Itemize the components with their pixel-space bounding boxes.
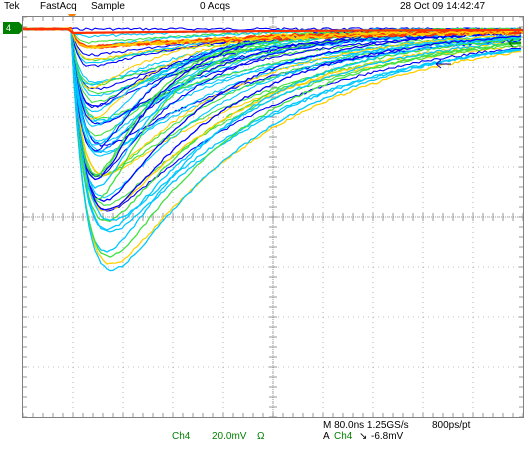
left-arrow-icon (435, 59, 451, 69)
waveform-display (22, 16, 524, 418)
trace (23, 27, 523, 49)
datetime-label: 28 Oct 09 14:42:47 (400, 1, 486, 12)
waveform-traces (23, 26, 523, 272)
trace (23, 27, 522, 265)
trace (23, 27, 522, 199)
trace (23, 27, 522, 211)
trace (23, 27, 522, 203)
trace (23, 27, 523, 35)
brand-label: Tek (4, 1, 20, 12)
acq-mode-label: Sample (91, 1, 125, 12)
channel-marker: 4 (3, 22, 25, 34)
trigger-prefix: A (323, 431, 330, 442)
trace (23, 27, 522, 253)
left-arrow-icon (508, 38, 521, 48)
trace (23, 27, 523, 49)
resolution-label: 800ps/pt (432, 420, 471, 431)
timebase-label: M 80.0ns 1.25GS/s (323, 420, 409, 431)
trace (23, 27, 522, 122)
trace (23, 27, 522, 176)
trace (23, 27, 522, 176)
trace (23, 27, 522, 223)
trigger-slope-icon: ↘ (359, 431, 368, 442)
trace (23, 27, 522, 231)
waveform-canvas (23, 17, 523, 417)
trigger-channel: Ch4 (334, 431, 353, 442)
channel-scale: 20.0mV (212, 431, 247, 442)
trace (23, 27, 522, 95)
channel-label: Ch4 (172, 431, 191, 442)
impedance-label: Ω (257, 431, 265, 442)
trace (23, 27, 522, 258)
graticule (23, 17, 523, 417)
trigger-level: -6.8mV (371, 431, 404, 442)
fastacq-label: FastAcq (40, 1, 77, 12)
acq-count-label: 0 Acqs (200, 1, 231, 12)
